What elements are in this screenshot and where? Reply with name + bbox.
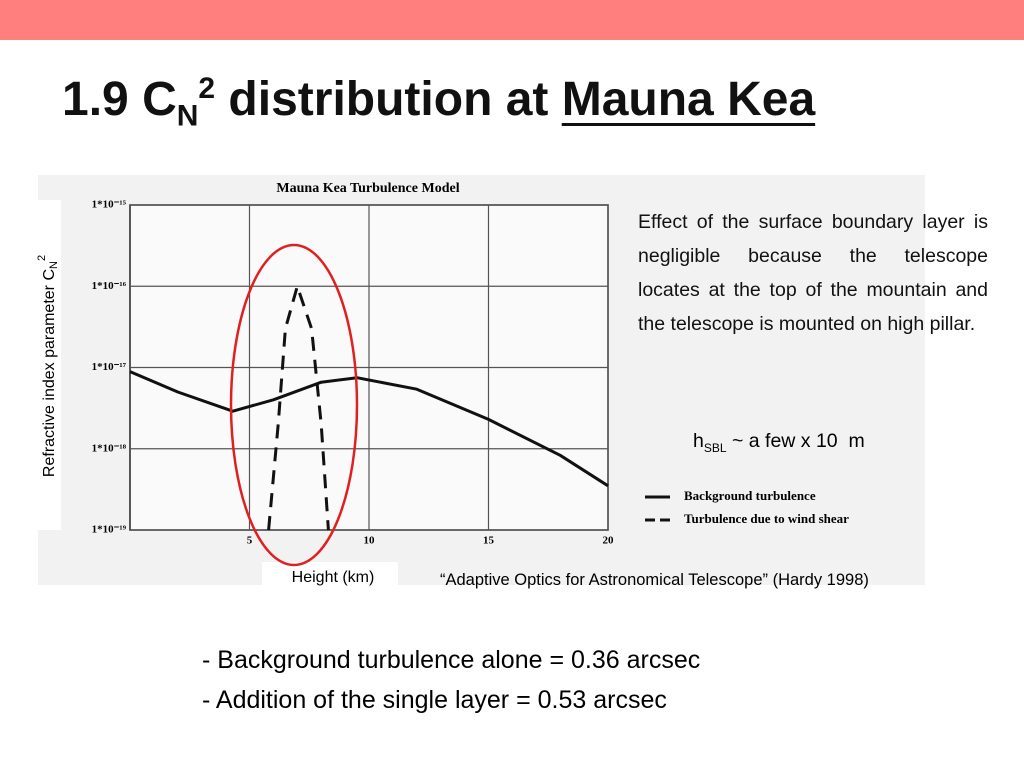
formula-sub: SBL <box>703 440 727 455</box>
y-tick-label: 1*10⁻¹⁶ <box>92 280 127 292</box>
title-text: 1.9 C <box>62 73 177 126</box>
slide-title: 1.9 CN2 distribution at Mauna Kea <box>62 72 815 134</box>
bullet: - Background turbulence alone = 0.36 arc… <box>202 646 701 674</box>
x-tick-label: 15 <box>483 535 495 547</box>
legend-label: Background turbulence <box>684 488 816 503</box>
title-text: distribution at <box>215 73 562 126</box>
y-label-box <box>37 200 61 530</box>
title-sub: N <box>176 99 199 133</box>
y-label-sub: N <box>48 261 60 269</box>
y-label-text: Refractive index parameter C <box>41 269 58 477</box>
y-tick-label: 1*10⁻¹⁹ <box>92 524 127 536</box>
y-tick-label: 1*10⁻¹⁸ <box>92 442 127 454</box>
formula-h: h <box>693 430 704 452</box>
formula: hSBL ~ a few x 10 m <box>693 430 865 455</box>
citation: “Adaptive Optics for Astronomical Telesc… <box>440 571 869 589</box>
bullet: - Addition of the single layer = 0.53 ar… <box>202 686 667 714</box>
x-axis-label: Height (km) <box>292 569 375 586</box>
legend-label: Turbulence due to wind shear <box>684 511 849 526</box>
y-tick-label: 1*10⁻¹⁷ <box>92 361 127 373</box>
formula-rest: ~ a few x 10 m <box>726 430 865 452</box>
notes: Effect of the surface boundary layer is … <box>638 211 988 335</box>
y-tick-label: 1*10⁻¹⁵ <box>92 199 127 211</box>
bullet-list: - Background turbulence alone = 0.36 arc… <box>202 640 700 720</box>
x-tick-label: 20 <box>603 535 615 547</box>
title-sup: 2 <box>198 72 216 105</box>
y-label-sup: 2 <box>36 255 48 261</box>
chart-title: Mauna Kea Turbulence Model <box>276 181 459 196</box>
title-underlined: Mauna Kea <box>561 73 816 126</box>
x-tick-label: 5 <box>247 535 253 547</box>
x-label-box <box>262 562 398 592</box>
highlight-ellipse <box>229 243 359 567</box>
header-bar <box>0 0 1024 40</box>
x-tick-label: 10 <box>364 535 376 547</box>
series-line <box>129 370 609 488</box>
y-axis-label: Refractive index parameter CN2 <box>36 255 60 477</box>
